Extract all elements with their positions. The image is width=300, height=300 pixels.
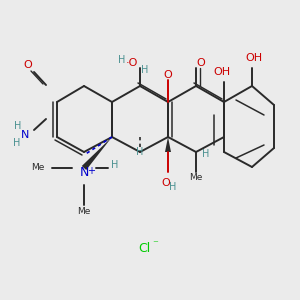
Polygon shape: [165, 137, 171, 152]
Text: H: H: [202, 149, 210, 159]
Text: H: H: [118, 55, 125, 65]
Text: O: O: [164, 70, 172, 80]
Text: O: O: [196, 58, 206, 68]
Text: ·O: ·O: [126, 58, 138, 68]
Text: H: H: [141, 65, 149, 75]
Text: O: O: [24, 60, 32, 70]
Text: OH: OH: [245, 53, 262, 63]
Polygon shape: [82, 137, 112, 170]
Text: N: N: [21, 130, 29, 140]
Text: ⁻: ⁻: [152, 239, 158, 249]
Text: H: H: [111, 160, 119, 170]
Text: O: O: [162, 178, 170, 188]
Text: Cl: Cl: [138, 242, 150, 254]
Text: OH: OH: [213, 67, 231, 77]
Text: +: +: [87, 166, 95, 176]
Text: Me: Me: [77, 208, 91, 217]
Text: H: H: [13, 138, 21, 148]
Text: H: H: [136, 147, 144, 157]
Text: Me: Me: [189, 173, 203, 182]
Text: H: H: [14, 121, 22, 131]
Text: Me: Me: [32, 164, 45, 172]
Text: H: H: [169, 182, 177, 192]
Text: N: N: [79, 167, 89, 179]
